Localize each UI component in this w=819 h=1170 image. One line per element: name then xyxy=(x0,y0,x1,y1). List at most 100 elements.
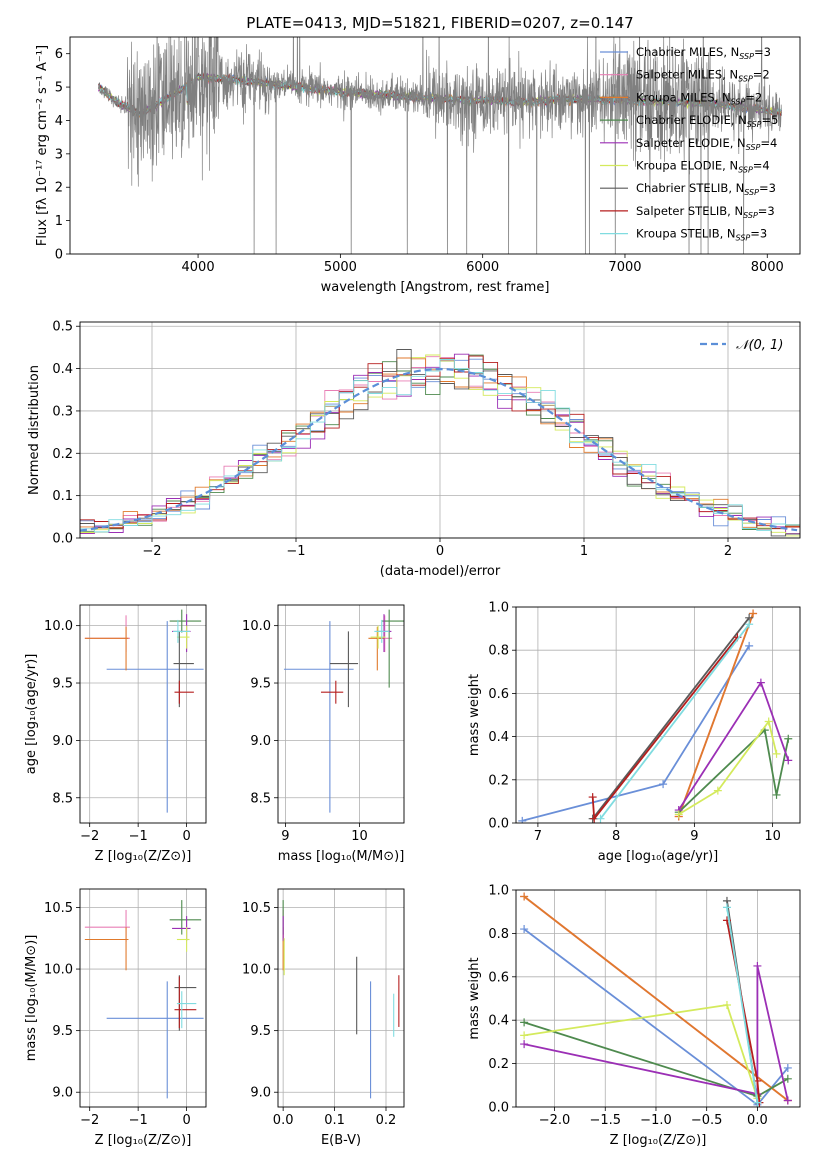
y-tick-label: 9.0 xyxy=(52,734,73,749)
mass-weight-marker xyxy=(756,678,765,687)
plot-area xyxy=(278,889,404,1107)
legend-entry: Salpeter MILES, NSSP=2 xyxy=(636,68,770,84)
legend-entry: 𝒩(0, 1) xyxy=(736,338,783,353)
y-tick-label: 9.5 xyxy=(250,677,271,692)
y-tick-label: 10.0 xyxy=(242,619,271,634)
x-axis-label: Z [log₁₀(Z/Z⊙)] xyxy=(610,1133,707,1148)
residual-histogram xyxy=(80,354,800,537)
y-tick-label: 8.5 xyxy=(250,791,271,806)
y-tick-label: 9.5 xyxy=(52,1024,73,1039)
y-tick-label: 9.0 xyxy=(250,734,271,749)
panel-age-vs-mass: 9 10 8.5 9.0 9.5 10.0 mass [log₁₀(M/M⊙)] xyxy=(242,604,405,864)
x-tick-label: −1 xyxy=(129,1113,148,1128)
errorbar-point xyxy=(174,680,194,704)
mass-weight-line xyxy=(677,613,754,817)
x-axis-label: age [log₁₀(age/yr)] xyxy=(598,849,719,864)
mass-weight-line xyxy=(677,680,790,811)
x-axis-label: (data-model)/error xyxy=(380,564,501,579)
y-axis-label: age [log₁₀(age/yr)] xyxy=(24,654,39,775)
mass-weight-marker xyxy=(520,1031,529,1040)
panel-mass-weight-vs-metallicity: −2.0 −1.5 −1.0 −0.5 0.0 0.0 0.2 0.4 0.6 0.8 1.0 Z [… xyxy=(467,884,801,1148)
errorbar-point xyxy=(173,619,191,643)
mass-weight-marker xyxy=(783,1063,792,1072)
y-tick-label: 3 xyxy=(55,147,63,162)
legend-entry: Salpeter STELIB, NSSP=3 xyxy=(636,204,775,220)
x-tick-label: −2 xyxy=(142,544,161,559)
panel-mass-weight-vs-age: 7 8 9 10 0.0 0.2 0.4 0.6 0.8 1.0 age [log₁₀(age/yr… xyxy=(467,601,801,864)
panel-spectrum: 4000 5000 6000 7000 8000 0 1 2 3 4 5 6 wavelength [A… xyxy=(35,36,801,295)
x-tick-label: 2 xyxy=(724,544,732,559)
mass-weight-line xyxy=(591,617,750,820)
y-tick-label: 10.0 xyxy=(242,963,271,978)
legend-entry: Kroupa ELODIE, NSSP=4 xyxy=(636,159,770,175)
mass-weight-marker xyxy=(520,1018,529,1027)
axes-frame xyxy=(515,889,801,1108)
y-tick-label: 10.0 xyxy=(44,963,73,978)
x-tick-label: 4000 xyxy=(182,260,215,275)
panel-mass-vs-ebv: 0.0 0.1 0.2 9.0 9.5 10.0 10.5 E(B-V) xyxy=(242,888,405,1148)
y-tick-label: 0.2 xyxy=(488,1057,509,1072)
mass-weight-line xyxy=(523,895,789,1102)
errorbar-point xyxy=(283,621,354,813)
mass-weight-marker xyxy=(749,609,758,618)
mass-weight-marker xyxy=(784,734,793,743)
x-tick-label: −0.5 xyxy=(691,1113,723,1128)
mass-weight-marker xyxy=(520,925,529,934)
x-tick-label: 10 xyxy=(351,829,368,844)
x-axis-label: Z [log₁₀(Z/Z⊙)] xyxy=(95,849,192,864)
errorbar-point xyxy=(374,619,390,643)
x-tick-label: 8 xyxy=(612,829,620,844)
y-tick-label: 5 xyxy=(55,81,63,96)
x-tick-label: 7 xyxy=(534,829,542,844)
y-tick-label: 9.5 xyxy=(52,677,73,692)
x-tick-label: 6000 xyxy=(466,260,499,275)
mass-weight-marker xyxy=(753,961,762,970)
errorbar-point xyxy=(169,609,202,633)
errorbar-point xyxy=(84,626,129,671)
y-tick-label: 0.0 xyxy=(488,817,509,832)
y-tick-label: 0.6 xyxy=(488,687,509,702)
y-tick-label: 0.1 xyxy=(52,489,73,504)
data-spectrum-line xyxy=(98,37,782,254)
mass-weight-marker xyxy=(713,786,722,795)
mass-weight-marker xyxy=(520,892,529,901)
y-tick-label: 0.2 xyxy=(52,447,73,462)
mass-weight-marker xyxy=(596,814,605,823)
x-tick-label: 5000 xyxy=(324,260,357,275)
legend-entry: Chabrier MILES, NSSP=3 xyxy=(636,45,771,61)
y-tick-label: 10.5 xyxy=(44,901,73,916)
y-axis-label: mass weight xyxy=(467,674,482,756)
x-tick-label: 8000 xyxy=(751,260,784,275)
x-tick-label: −1.5 xyxy=(589,1113,621,1128)
y-tick-label: 10.5 xyxy=(242,901,271,916)
panel-mass-vs-metallicity: −2 −1 0 9.0 9.5 10.0 10.5 Z [log₁₀(Z/Z⊙)] mass [… xyxy=(24,888,207,1148)
y-tick-label: 4 xyxy=(55,114,63,129)
axes-frame xyxy=(79,321,801,539)
errorbar-point xyxy=(381,609,404,688)
x-tick-label: 1 xyxy=(580,544,588,559)
legend-entry: Kroupa MILES, NSSP=2 xyxy=(636,90,762,106)
x-tick-label: −1 xyxy=(286,544,305,559)
errorbar-point xyxy=(106,621,204,813)
plot-area xyxy=(80,889,206,1107)
y-axis-label: mass weight xyxy=(467,957,482,1039)
x-tick-label: 0 xyxy=(436,544,444,559)
y-tick-label: 1 xyxy=(55,214,63,229)
panel-age-vs-metallicity: −2 −1 0 8.5 9.0 9.5 10.0 Z [log₁₀(Z/Z⊙)] age [lo… xyxy=(24,604,207,864)
mass-weight-marker xyxy=(784,756,793,765)
axes-frame xyxy=(79,604,207,824)
plot-area xyxy=(98,37,782,254)
y-tick-label: 0.0 xyxy=(488,1101,509,1116)
x-tick-label: 0.0 xyxy=(273,1113,294,1128)
x-tick-label: 0 xyxy=(182,829,190,844)
y-tick-label: 0.4 xyxy=(488,730,509,745)
mass-weight-marker xyxy=(772,790,781,799)
x-tick-label: 0.2 xyxy=(376,1113,397,1128)
axes-frame xyxy=(79,888,207,1108)
mass-weight-line xyxy=(678,719,778,816)
legend-entry: Kroupa STELIB, NSSP=3 xyxy=(636,227,767,243)
y-tick-label: 1.0 xyxy=(488,884,509,899)
axes-frame xyxy=(277,888,405,1108)
x-tick-label: −1.0 xyxy=(640,1113,672,1128)
y-tick-label: 0.5 xyxy=(52,320,73,335)
